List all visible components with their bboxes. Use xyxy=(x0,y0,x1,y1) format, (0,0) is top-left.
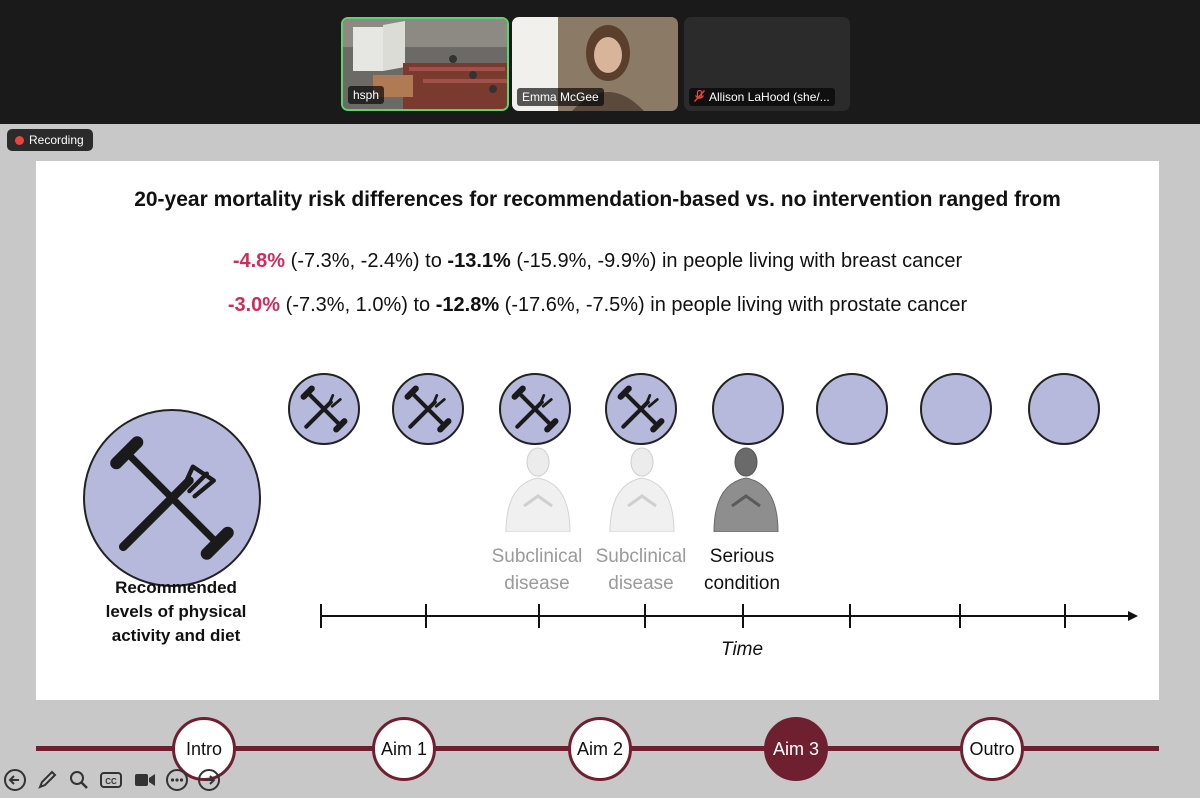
stage-label-2: Subclinical disease xyxy=(588,543,694,597)
slide-headline: 20-year mortality risk differences for r… xyxy=(134,188,1061,211)
stage-label-3: Serious condition xyxy=(692,543,792,597)
video-tile-hsph[interactable]: hsph xyxy=(341,17,509,111)
arrow-left-icon[interactable] xyxy=(4,769,26,791)
stage-label-1: Subclinical disease xyxy=(484,543,590,597)
risk-high-ci: (-15.9%, -9.9%) xyxy=(516,250,657,272)
stat-prostate-cancer: -3.0% (-7.3%, 1.0%) to -12.8% (-17.6%, -… xyxy=(36,294,1159,317)
risk-high-ci: (-17.6%, -7.5%) xyxy=(504,294,645,316)
recording-indicator[interactable]: Recording xyxy=(7,129,93,151)
timepoint-circle-4 xyxy=(605,373,677,445)
risk-low: -3.0% xyxy=(227,294,281,316)
dumbbell-fork-icon xyxy=(511,385,559,433)
timepoint-circle-6 xyxy=(816,373,888,445)
timepoint-circle-2 xyxy=(392,373,464,445)
presenter-toolbar: CC xyxy=(0,764,240,798)
time-axis xyxy=(320,604,1138,628)
svg-text:CC: CC xyxy=(105,777,117,786)
video-strip: hsph Emma McGee Allison LaHood (she/... xyxy=(0,0,1200,124)
timepoint-circle-1 xyxy=(288,373,360,445)
intervention-circle xyxy=(83,409,261,587)
nav-aim-3[interactable]: Aim 3 xyxy=(764,717,828,781)
timepoint-circle-3 xyxy=(499,373,571,445)
dumbbell-fork-icon xyxy=(300,385,348,433)
risk-to: to xyxy=(425,250,442,272)
person-figure-3 xyxy=(713,447,779,532)
timepoint-circle-7 xyxy=(920,373,992,445)
risk-to: to xyxy=(413,294,431,316)
zoom-icon[interactable] xyxy=(68,769,90,791)
person-figure-2 xyxy=(609,447,675,532)
risk-low-ci: (-7.3%, -2.4%) xyxy=(290,250,420,272)
dumbbell-fork-icon xyxy=(404,385,452,433)
timepoint-circle-5 xyxy=(712,373,784,445)
risk-high: -13.1% xyxy=(447,250,511,272)
participant-name: hsph xyxy=(348,86,385,104)
nav-aim-2[interactable]: Aim 2 xyxy=(568,717,632,781)
arrow-right-icon[interactable] xyxy=(198,769,220,791)
stage-line1: Serious xyxy=(709,546,775,567)
video-icon[interactable] xyxy=(134,769,156,791)
timepoint-circle-8 xyxy=(1028,373,1100,445)
stage-line2: disease xyxy=(504,573,570,594)
person-figure-1 xyxy=(505,447,571,532)
video-tile-allison[interactable]: Allison LaHood (she/... xyxy=(684,17,850,111)
cc-icon[interactable]: CC xyxy=(100,769,122,791)
record-dot-icon xyxy=(15,135,24,145)
video-tile-emma[interactable]: Emma McGee xyxy=(512,17,678,111)
stage-line2: condition xyxy=(703,573,781,594)
stat-breast-cancer: -4.8% (-7.3%, -2.4%) to -13.1% (-15.9%, … xyxy=(36,250,1159,273)
nav-outro[interactable]: Outro xyxy=(960,717,1024,781)
stage-line1: Subclinical xyxy=(595,546,687,567)
participant-name: Emma McGee xyxy=(517,88,604,106)
more-icon[interactable] xyxy=(166,769,188,791)
participant-name: Allison LaHood (she/... xyxy=(709,90,830,104)
risk-low: -4.8% xyxy=(232,250,286,272)
nav-aim-1[interactable]: Aim 1 xyxy=(372,717,436,781)
dumbbell-fork-icon xyxy=(110,436,234,560)
participant-name-with-mute: Allison LaHood (she/... xyxy=(689,88,835,106)
presentation-slide: 20-year mortality risk differences for r… xyxy=(36,161,1159,700)
risk-suffix: in people living with breast cancer xyxy=(661,250,963,272)
stage-line2: disease xyxy=(608,573,674,594)
time-axis-label: Time xyxy=(721,639,764,660)
dumbbell-fork-icon xyxy=(617,385,665,433)
intervention-label: Recommended levels of physical activity … xyxy=(105,578,247,645)
mic-muted-icon xyxy=(693,89,706,102)
risk-high: -12.8% xyxy=(435,294,500,316)
recording-label: Recording xyxy=(29,133,84,147)
classroom-video-image xyxy=(343,19,507,109)
risk-low-ci: (-7.3%, 1.0%) xyxy=(285,294,408,316)
stage-line1: Subclinical xyxy=(491,546,583,567)
risk-suffix: in people living with prostate cancer xyxy=(650,294,968,316)
pen-icon[interactable] xyxy=(36,769,58,791)
